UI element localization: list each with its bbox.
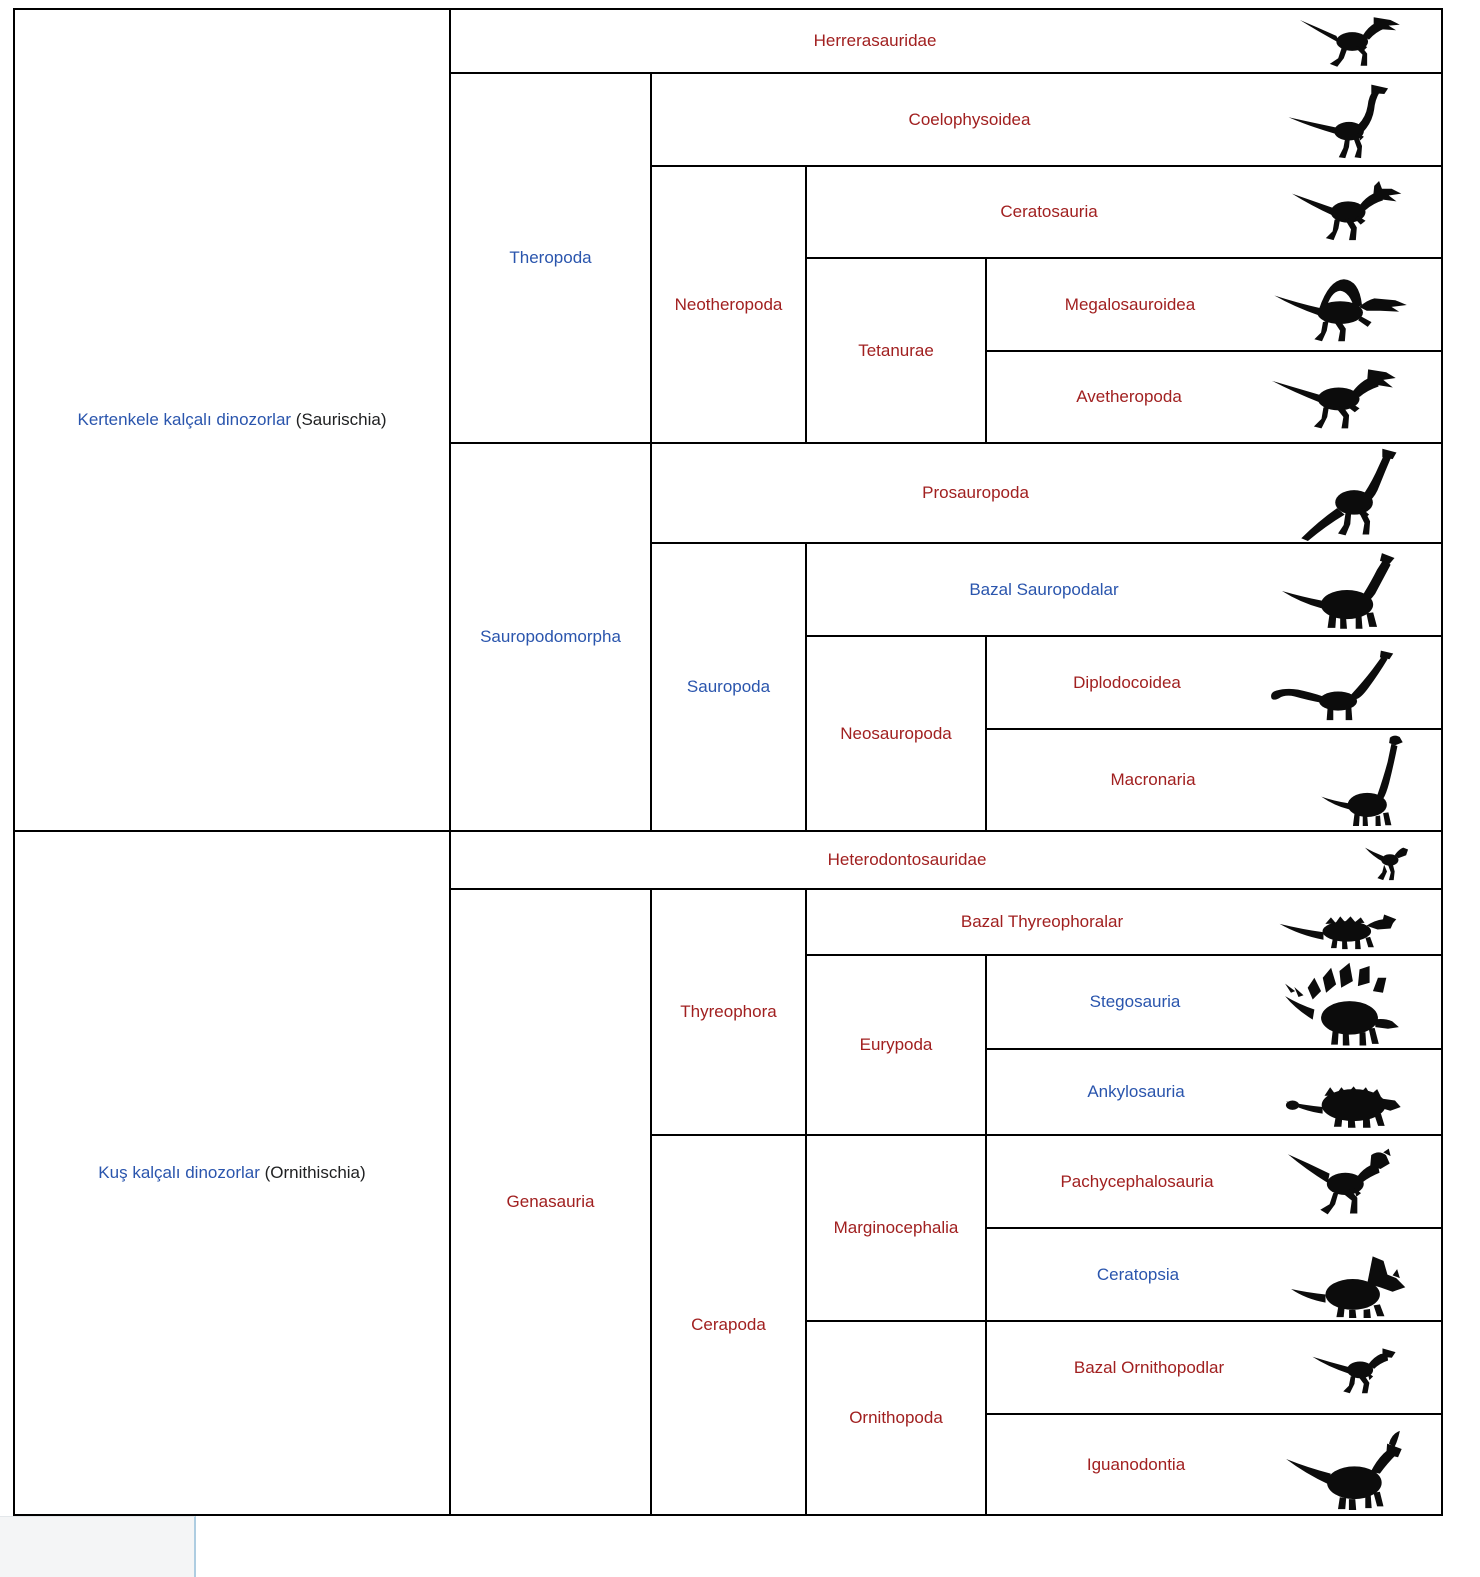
clade-cell-sauropodomorpha: Sauropodomorpha	[449, 442, 652, 832]
heterodontosaurid-silhouette-icon[interactable]	[1363, 838, 1411, 882]
taxon-link-sauropodomorpha[interactable]: Sauropodomorpha	[480, 627, 621, 647]
taxon-link-megalosauroidea[interactable]: Megalosauroidea	[1064, 294, 1196, 314]
taxon-link-ceratopsia[interactable]: Ceratopsia	[1096, 1264, 1180, 1284]
taxon-link-theropoda[interactable]: Theropoda	[509, 248, 592, 268]
clade-cell-eurypoda: Eurypoda	[805, 954, 987, 1136]
taxon-link-ornithischia[interactable]: Kuş kalçalı dinozorlar	[98, 1163, 260, 1183]
taxon-link-iguanodontia[interactable]: Iguanodontia	[1086, 1454, 1186, 1474]
leaf-cell-bazal-ornithopodlar: Bazal Ornithopodlar	[984, 1320, 1444, 1415]
ceratosaur-silhouette-icon[interactable]	[1291, 178, 1411, 246]
taxon-link-ornithopoda[interactable]: Ornithopoda	[849, 1408, 943, 1428]
leaf-cell-iguanodontia: Iguanodontia	[984, 1413, 1444, 1516]
taxon-link-diplodocoidea[interactable]: Diplodocoidea	[1073, 672, 1181, 692]
spinosaurid-silhouette-icon[interactable]	[1273, 265, 1411, 345]
diplodocid-silhouette-icon[interactable]	[1267, 644, 1411, 722]
taxon-link-prosauropoda[interactable]: Prosauropoda	[922, 483, 1029, 503]
leaf-cell-ceratosauria: Ceratosauria	[804, 165, 1444, 259]
leaf-cell-pachycephalosauria: Pachycephalosauria	[984, 1134, 1444, 1229]
leaf-cell-avetheropoda: Avetheropoda	[984, 350, 1444, 444]
basal-ornithopod-silhouette-icon[interactable]	[1311, 1340, 1411, 1396]
taxon-link-macronaria[interactable]: Macronaria	[1110, 770, 1196, 790]
taxon-link-stegosauria[interactable]: Stegosauria	[1089, 992, 1181, 1012]
taxon-suffix-saurischia: (Saurischia)	[291, 410, 387, 430]
taxon-link-cerapoda[interactable]: Cerapoda	[691, 1315, 766, 1335]
ankylosaur-silhouette-icon[interactable]	[1285, 1056, 1411, 1128]
brachiosaur-silhouette-icon[interactable]	[1319, 733, 1411, 827]
clade-cell-saurischia: Kertenkele kalçalı dinozorlar (Saurischi…	[13, 8, 451, 832]
taxon-suffix-ornithischia: (Ornithischia)	[259, 1163, 366, 1183]
clade-cell-theropoda: Theropoda	[449, 72, 652, 444]
clade-cell-thyreophora: Thyreophora	[650, 888, 807, 1136]
leaf-cell-diplodocoidea: Diplodocoidea	[984, 635, 1444, 730]
clade-cell-ornithischia: Kuş kalçalı dinozorlar (Ornithischia)	[13, 830, 451, 1516]
leaf-cell-bazal-sauropodalar: Bazal Sauropodalar	[804, 542, 1444, 637]
taxon-link-sauropoda[interactable]: Sauropoda	[686, 677, 771, 697]
taxon-link-thyreophora[interactable]: Thyreophora	[680, 1002, 777, 1022]
clade-cell-ornithopoda: Ornithopoda	[805, 1320, 987, 1516]
leaf-cell-heterodontosauridae: Heterodontosauridae	[448, 830, 1444, 890]
ceratopsian-silhouette-icon[interactable]	[1289, 1231, 1411, 1318]
coelophysoid-silhouette-icon[interactable]	[1287, 80, 1411, 160]
taxon-link-pachycephalosauria[interactable]: Pachycephalosauria	[1060, 1171, 1214, 1191]
taxon-link-genasauria[interactable]: Genasauria	[506, 1192, 595, 1212]
leaf-cell-ceratopsia: Ceratopsia	[984, 1227, 1444, 1322]
taxon-link-marginocephalia[interactable]: Marginocephalia	[833, 1218, 959, 1238]
taxon-link-coelophysoidea[interactable]: Coelophysoidea	[908, 109, 1031, 129]
taxon-link-heterodontosauridae[interactable]: Heterodontosauridae	[827, 850, 987, 870]
collapsed-navbox-fragment	[0, 1516, 196, 1577]
taxon-link-avetheropoda[interactable]: Avetheropoda	[1076, 387, 1182, 407]
stegosaur-silhouette-icon[interactable]	[1283, 957, 1411, 1047]
taxon-link-neotheropoda[interactable]: Neotheropoda	[674, 294, 783, 314]
leaf-cell-stegosauria: Stegosauria	[984, 954, 1444, 1050]
taxon-link-ceratosauria[interactable]: Ceratosauria	[1000, 202, 1098, 222]
clade-cell-sauropoda: Sauropoda	[650, 542, 807, 832]
clade-cell-tetanurae: Tetanurae	[805, 257, 987, 444]
leaf-cell-bazal-thyreophoralar: Bazal Thyreophoralar	[804, 888, 1444, 956]
basal-thyreophoran-silhouette-icon[interactable]	[1277, 894, 1411, 950]
taxon-link-ankylosauria[interactable]: Ankylosauria	[1087, 1082, 1185, 1102]
leaf-cell-prosauropoda: Prosauropoda	[649, 442, 1444, 544]
taxon-link-saurischia[interactable]: Kertenkele kalçalı dinozorlar	[77, 410, 292, 430]
pachycephalosaur-silhouette-icon[interactable]	[1287, 1141, 1411, 1223]
taxon-link-herrerasauridae[interactable]: Herrerasauridae	[813, 31, 937, 51]
clade-cell-neotheropoda: Neotheropoda	[650, 165, 807, 444]
clade-cell-neosauropoda: Neosauropoda	[805, 635, 987, 832]
taxon-link-bazal-ornithopodlar[interactable]: Bazal Ornithopodlar	[1073, 1357, 1225, 1377]
leaf-cell-megalosauroidea: Megalosauroidea	[984, 257, 1444, 352]
iguanodont-silhouette-icon[interactable]	[1285, 1419, 1411, 1510]
allosaur-silhouette-icon[interactable]	[1271, 358, 1411, 436]
taxon-link-neosauropoda[interactable]: Neosauropoda	[840, 723, 952, 743]
leaf-cell-herrerasauridae: Herrerasauridae	[448, 8, 1444, 74]
taxon-link-eurypoda[interactable]: Eurypoda	[859, 1035, 933, 1055]
basal-sauropod-silhouette-icon[interactable]	[1281, 550, 1411, 630]
clade-cell-genasauria: Genasauria	[449, 888, 652, 1516]
leaf-cell-macronaria: Macronaria	[984, 728, 1444, 832]
clade-cell-marginocephalia: Marginocephalia	[805, 1134, 987, 1322]
leaf-cell-coelophysoidea: Coelophysoidea	[649, 72, 1444, 167]
dinosaur-classification-table: Kertenkele kalçalı dinozorlar (Saurischi…	[13, 8, 1444, 1516]
leaf-cell-ankylosauria: Ankylosauria	[984, 1048, 1444, 1136]
taxon-link-bazal-thyreophoralar[interactable]: Bazal Thyreophoralar	[960, 912, 1124, 932]
clade-cell-cerapoda: Cerapoda	[650, 1134, 807, 1516]
prosauropod-silhouette-icon[interactable]	[1299, 445, 1411, 541]
herrerasaurid-silhouette-icon[interactable]	[1299, 14, 1411, 69]
taxon-link-tetanurae[interactable]: Tetanurae	[858, 340, 934, 360]
taxon-link-bazal-sauropodalar[interactable]: Bazal Sauropodalar	[969, 579, 1119, 599]
